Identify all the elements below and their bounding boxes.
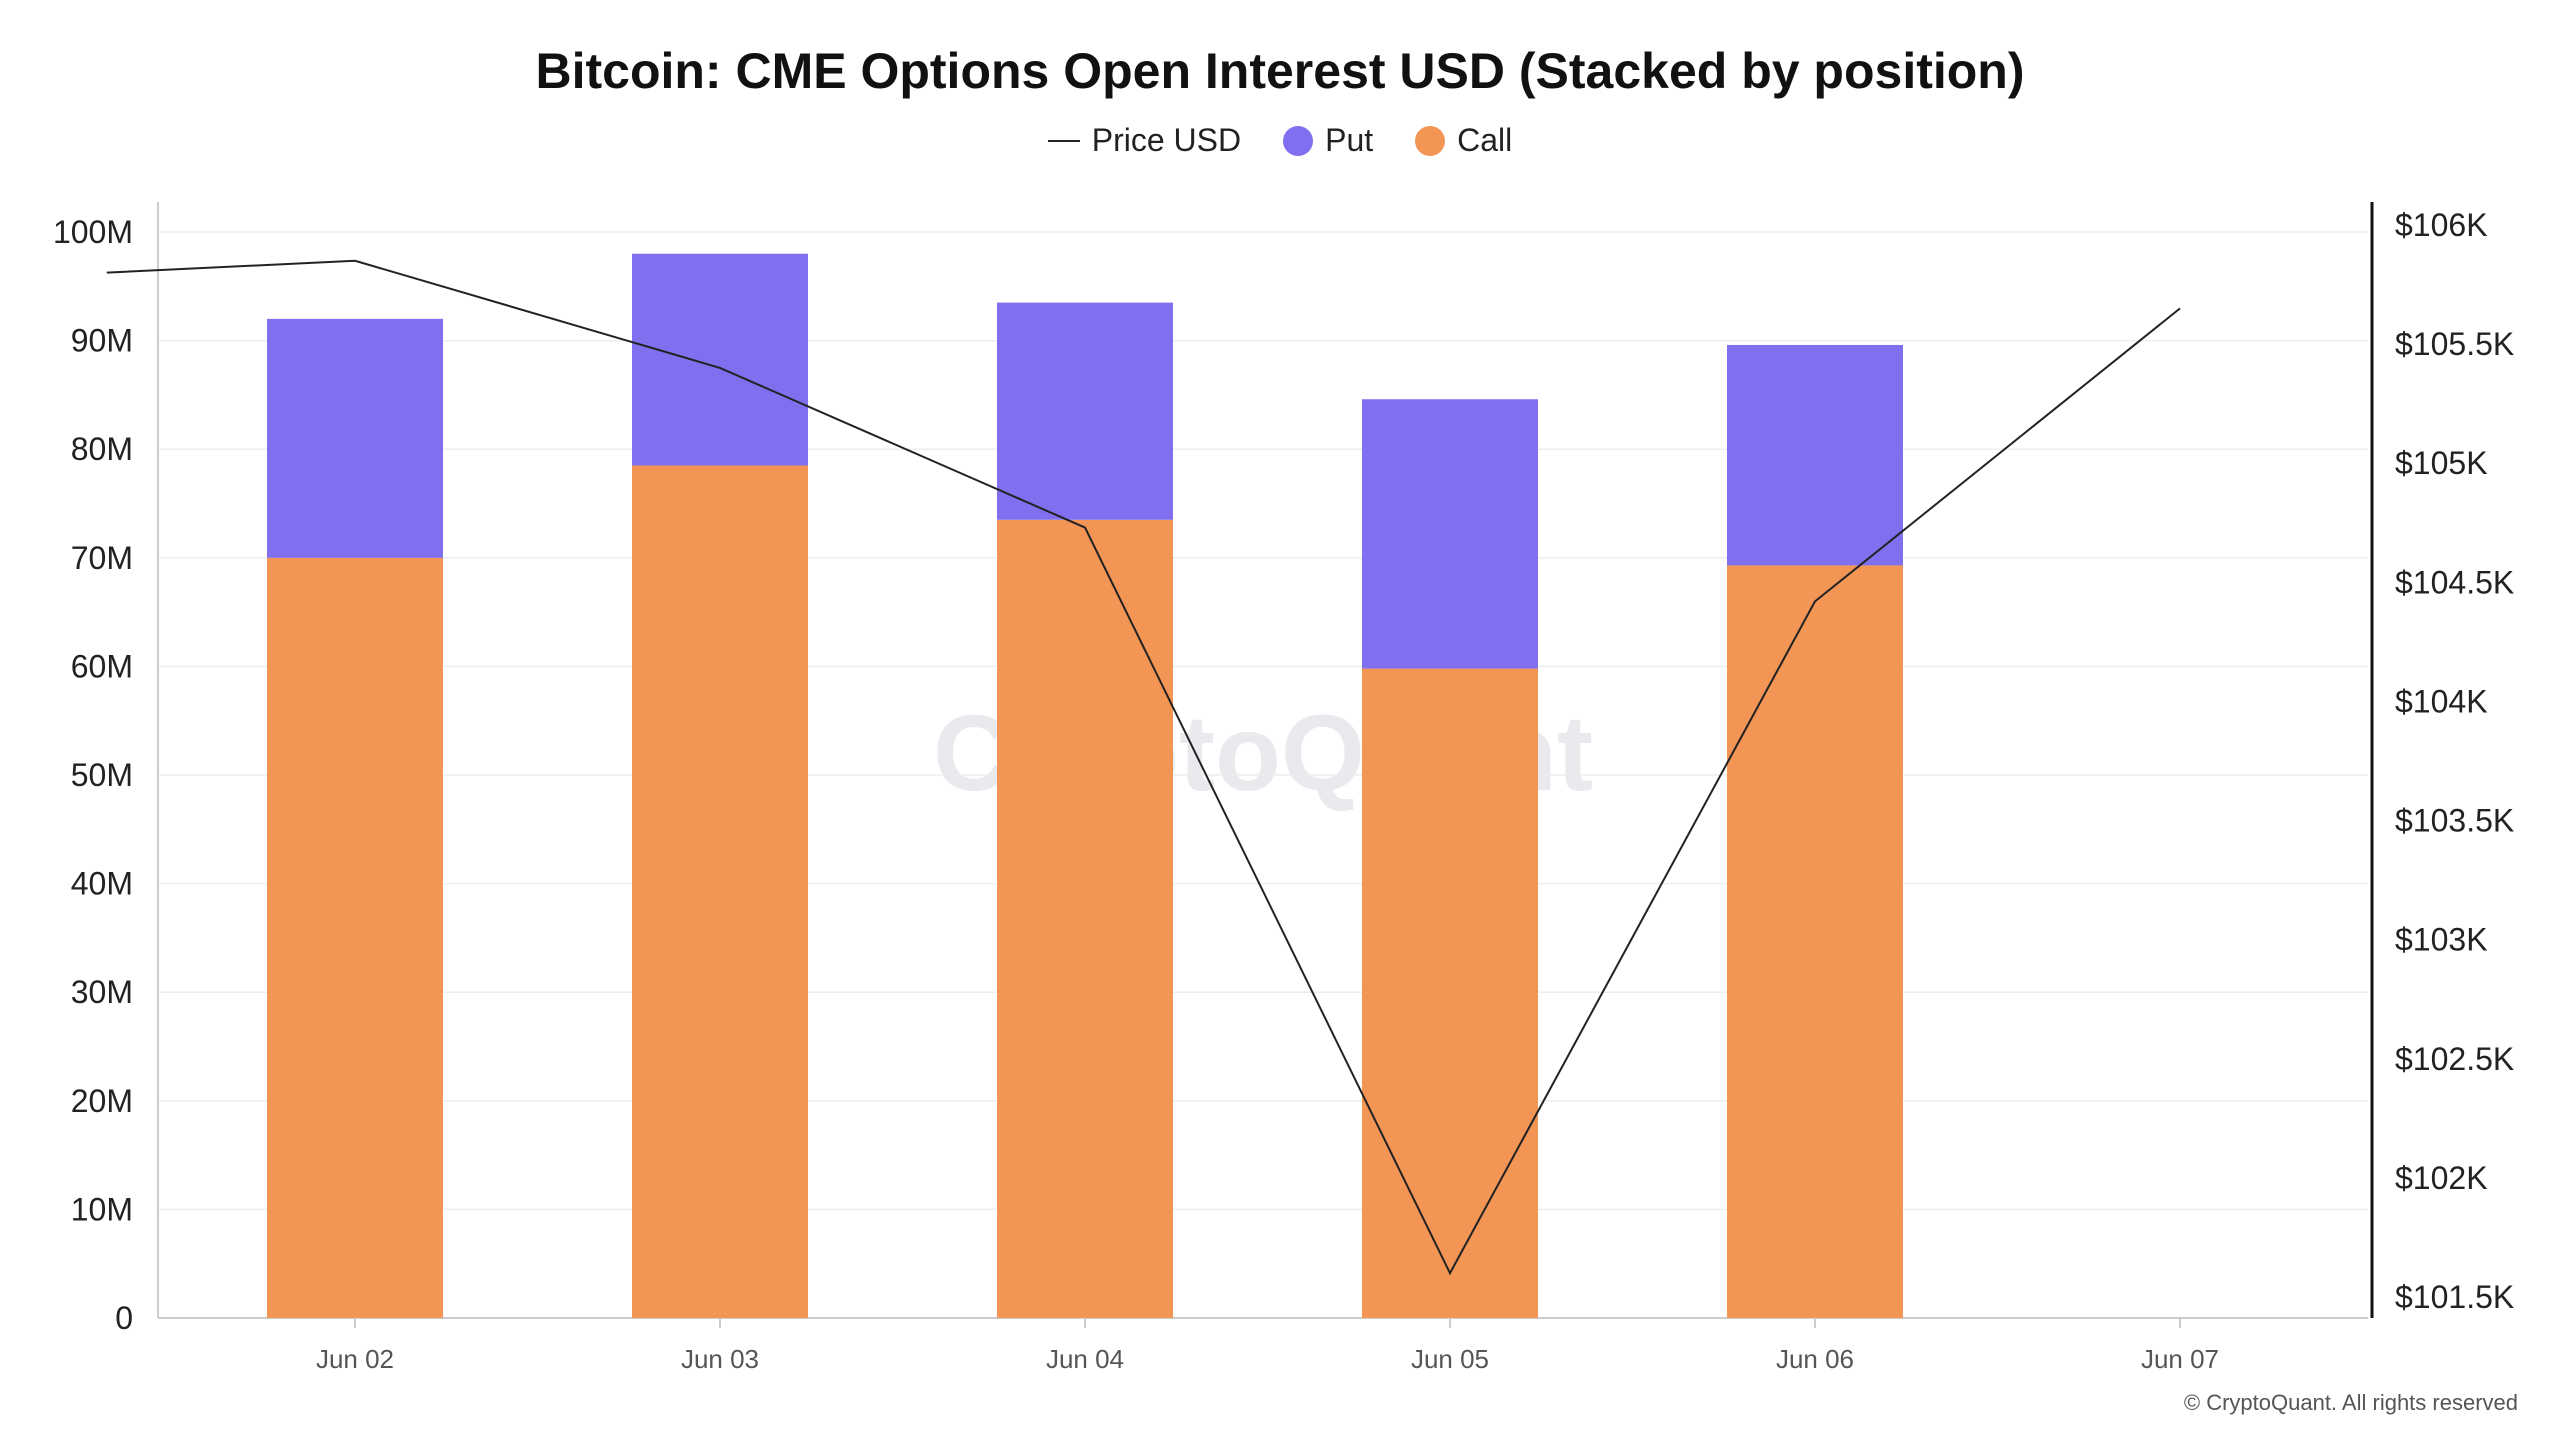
y-right-tick-label: $103.5K	[2395, 803, 2514, 839]
legend: Price USD Put Call	[0, 122, 2560, 159]
y-left-tick-label: 10M	[71, 1191, 133, 1227]
y-right-tick-label: $101.5K	[2395, 1279, 2514, 1315]
y-right-tick-label: $104K	[2395, 683, 2488, 719]
y-left-tick-label: 50M	[71, 757, 133, 793]
y-left-tick-label: 60M	[71, 648, 133, 684]
y-right-tick-label: $105.5K	[2395, 326, 2514, 362]
bar-put	[267, 318, 443, 558]
y-left-tick-label: 90M	[71, 323, 133, 359]
x-tick-label: Jun 05	[1411, 1344, 1489, 1374]
bar-call	[1727, 565, 1903, 1318]
legend-label-put: Put	[1325, 122, 1374, 158]
bar-call	[632, 465, 808, 1318]
y-right-tick-label: $103K	[2395, 922, 2488, 958]
x-tick-label: Jun 04	[1046, 1344, 1124, 1374]
price-line-swatch	[1047, 139, 1080, 142]
price-line	[106, 259, 2181, 1276]
y-left-tick-label: 20M	[71, 1083, 133, 1119]
y-left-tick-label: 70M	[71, 540, 133, 576]
chart-title: Bitcoin: CME Options Open Interest USD (…	[535, 43, 2025, 99]
y-left-tick-label: 30M	[71, 974, 133, 1010]
call-dot-swatch	[1415, 125, 1446, 156]
bar-put	[1727, 344, 1903, 566]
x-tick-label: Jun 03	[681, 1344, 759, 1374]
bar-call	[1362, 668, 1538, 1318]
legend-item-put[interactable]: Put	[1283, 122, 1373, 159]
y-right-tick-label: $106K	[2395, 207, 2488, 243]
legend-label-price: Price USD	[1091, 122, 1242, 158]
y-left-tick-label: 80M	[71, 431, 133, 467]
x-tick-label: Jun 02	[316, 1344, 394, 1374]
copyright-notice: © CryptoQuant. All rights reserved	[2183, 1390, 2518, 1415]
bar-put	[632, 253, 808, 466]
y-left-tick-label: 40M	[71, 866, 133, 902]
bar-call	[267, 557, 443, 1318]
legend-label-call: Call	[1457, 122, 1513, 158]
y-left-tick-label: 0	[115, 1300, 133, 1336]
y-right-tick-label: $104.5K	[2395, 564, 2514, 600]
put-dot-swatch	[1283, 125, 1314, 156]
y-left-tick-label: 100M	[53, 214, 133, 250]
x-tick-label: Jun 07	[2141, 1344, 2219, 1374]
y-right-tick-label: $102K	[2395, 1160, 2488, 1196]
x-tick-label: Jun 06	[1776, 1344, 1854, 1374]
y-right-tick-label: $105K	[2395, 445, 2488, 481]
legend-item-price[interactable]: Price USD	[1047, 122, 1242, 159]
bar-put	[997, 302, 1173, 520]
y-right-tick-label: $102.5K	[2395, 1041, 2514, 1077]
bar-put	[1362, 399, 1538, 669]
bar-call	[997, 519, 1173, 1318]
legend-item-call[interactable]: Call	[1415, 122, 1512, 159]
